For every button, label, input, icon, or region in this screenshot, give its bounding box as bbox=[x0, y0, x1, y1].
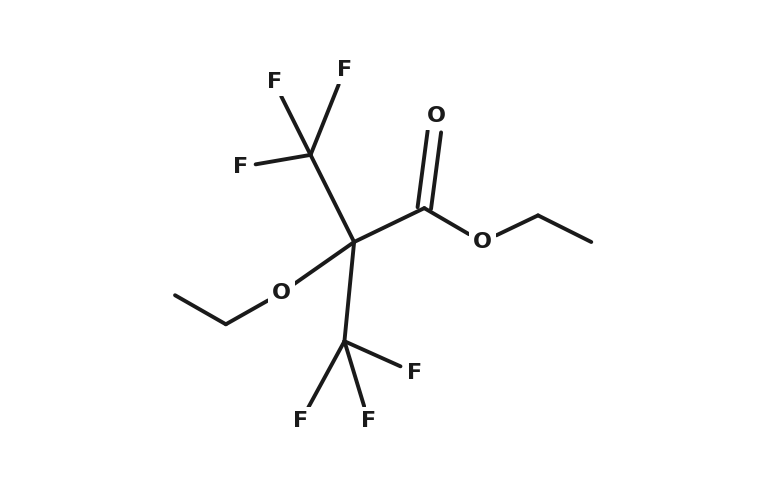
Text: F: F bbox=[293, 411, 308, 431]
Text: O: O bbox=[272, 283, 291, 303]
Text: F: F bbox=[233, 157, 248, 177]
Text: O: O bbox=[473, 232, 492, 252]
Text: F: F bbox=[361, 411, 376, 431]
Text: F: F bbox=[337, 60, 352, 80]
Text: O: O bbox=[427, 106, 446, 126]
Text: F: F bbox=[407, 363, 422, 383]
Text: F: F bbox=[267, 72, 282, 92]
